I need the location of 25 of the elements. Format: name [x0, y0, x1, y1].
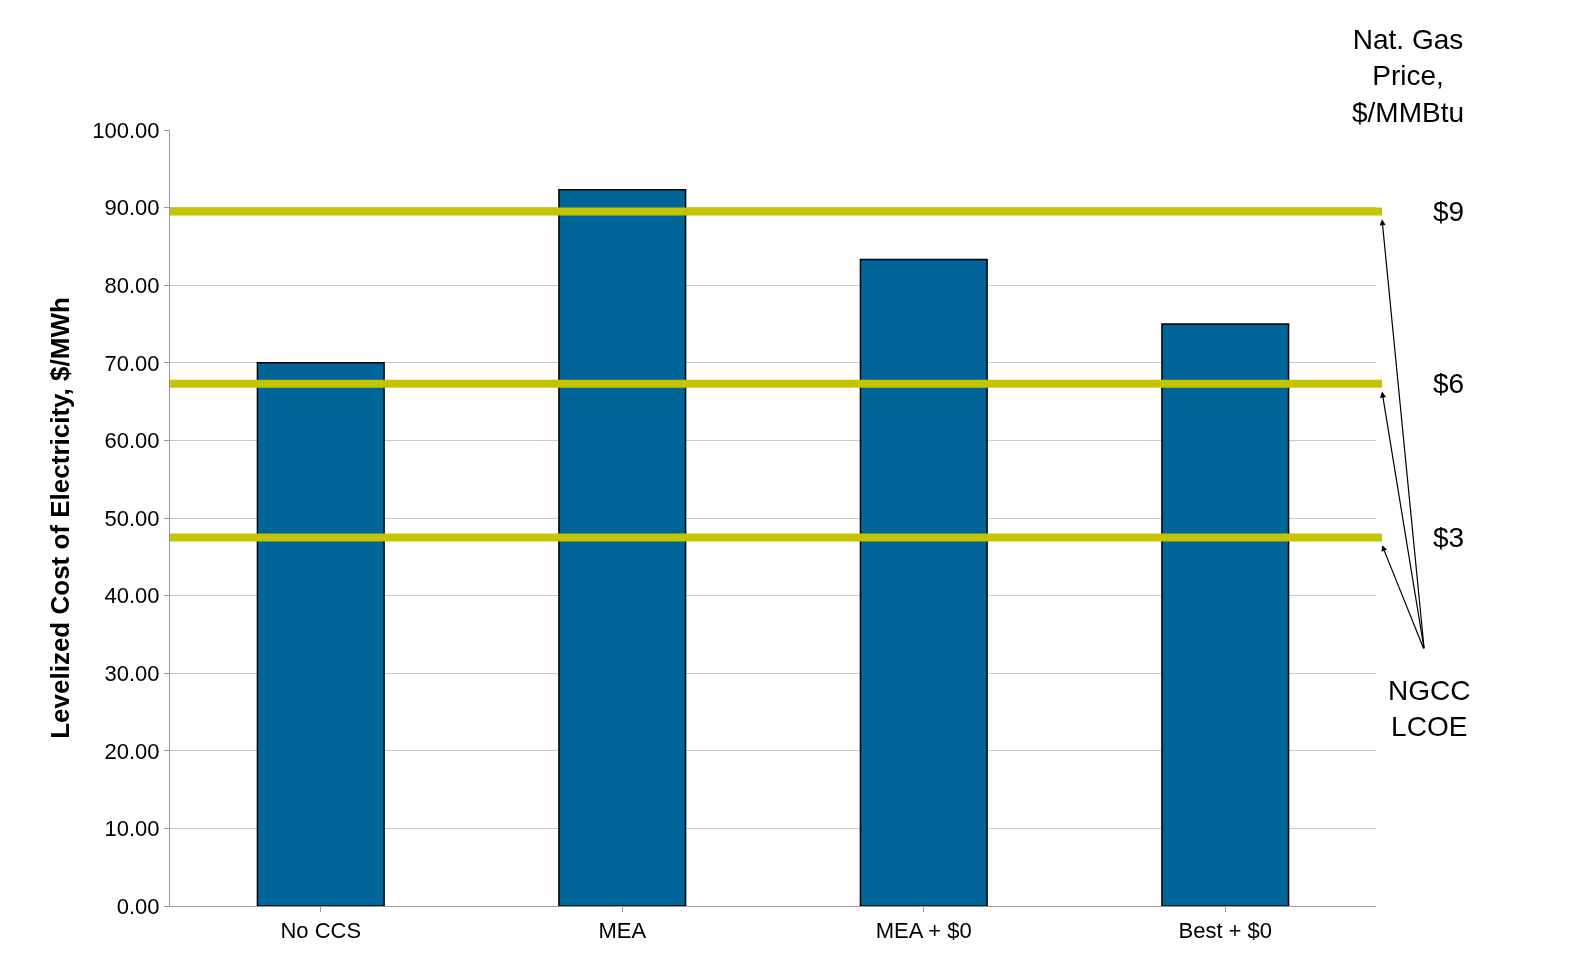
- x-tick-label: MEA + $0: [875, 918, 972, 944]
- y-tick-label: 0.00: [116, 893, 160, 919]
- y-tick-label: 60.00: [104, 428, 160, 454]
- y-tick-label: 100.00: [92, 117, 160, 143]
- text: Nat. Gas Price, $/MMBtu: [1352, 24, 1465, 128]
- bar: [859, 258, 988, 906]
- x-tick-label: Best + $0: [1178, 918, 1273, 944]
- y-tick-label: 30.00: [104, 660, 160, 686]
- y-tick-label: 50.00: [104, 505, 160, 531]
- bar: [1161, 323, 1290, 906]
- text: NGCC LCOE: [1388, 675, 1471, 743]
- text: $3: [1433, 522, 1465, 553]
- y-tick-label: 20.00: [104, 738, 160, 764]
- x-tick-label: MEA: [598, 918, 647, 944]
- x-tick-label: No CCS: [280, 918, 362, 944]
- y-axis-title: Levelized Cost of Electricity, $/MWh: [44, 297, 75, 739]
- y-tick-label: 70.00: [104, 350, 160, 376]
- bar: [558, 189, 687, 906]
- y-tick-label: 40.00: [104, 583, 160, 609]
- bar: [256, 362, 385, 906]
- y-tick-label: 90.00: [104, 195, 160, 221]
- text: $9: [1433, 196, 1465, 227]
- text: $6: [1433, 368, 1465, 399]
- y-tick-label: 80.00: [104, 272, 160, 298]
- y-tick-label: 10.00: [104, 816, 160, 842]
